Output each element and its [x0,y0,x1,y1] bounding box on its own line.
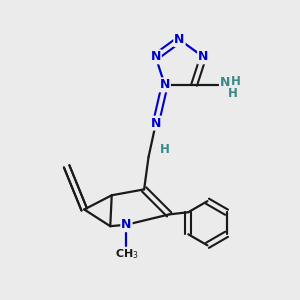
Text: N: N [160,78,170,92]
Text: N: N [220,76,230,89]
Text: N: N [121,218,132,231]
Text: H: H [227,87,237,100]
Text: N: N [198,50,208,63]
Text: H: H [231,75,241,88]
Text: N: N [151,50,161,63]
Text: H: H [160,143,170,156]
Text: CH$_3$: CH$_3$ [115,247,138,261]
Text: N: N [151,117,161,130]
Text: N: N [174,33,184,46]
